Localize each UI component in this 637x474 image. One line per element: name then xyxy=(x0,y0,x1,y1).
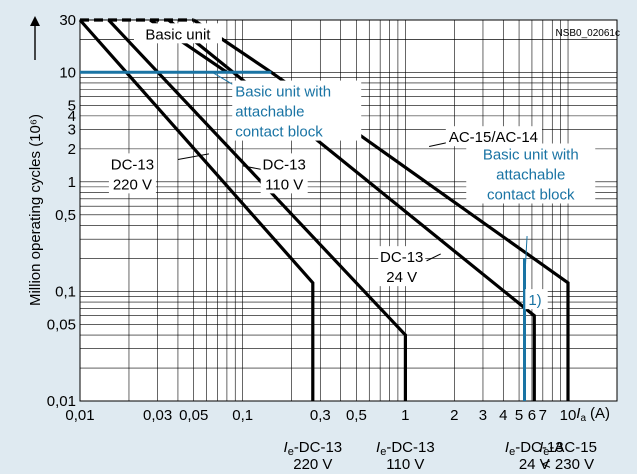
series-line xyxy=(192,18,570,401)
rated-current-label: Ie-DC-13 xyxy=(376,439,435,458)
y-tick-label: 2 xyxy=(68,141,76,158)
x-tick-label: 1 xyxy=(401,407,409,424)
x-tick-label: 0,05 xyxy=(179,407,208,424)
rated-current-voltage: 110 V xyxy=(386,456,424,473)
annotation-bg xyxy=(466,143,596,204)
y-tick-label: 0,01 xyxy=(47,393,76,410)
annotation-bg xyxy=(108,153,156,194)
annotation-bg xyxy=(260,153,308,194)
rated-current-voltage: 24 V xyxy=(519,456,550,473)
annotation-label: contact block xyxy=(487,186,575,203)
y-tick-label: 10 xyxy=(59,64,76,81)
x-tick-label: 0,3 xyxy=(310,407,331,424)
annotation-label: Basic unit with xyxy=(483,146,579,163)
rated-current-label: Ie-DC-13 xyxy=(284,439,343,458)
annotation-bg xyxy=(232,80,362,141)
annotation-label: AC-15/AC-14 xyxy=(449,129,538,146)
annotation-label: DC-13 xyxy=(263,156,306,173)
y-axis-arrow xyxy=(30,16,40,60)
annotation-leader xyxy=(426,253,441,262)
annotation-label: Basic unit with xyxy=(235,84,331,101)
annotations: Basic unit Basic unit with attachable conta… xyxy=(108,23,596,310)
annotation-label: 24 V xyxy=(386,269,417,286)
y-axis-label: Million operating cycles (10⁶) xyxy=(27,114,44,306)
x-tick-label: 0,5 xyxy=(346,407,367,424)
x-tick-label: 6 xyxy=(528,407,536,424)
x-tick-label: 2 xyxy=(450,407,458,424)
x-tick-label: 7 xyxy=(539,407,547,424)
annotation-leader xyxy=(177,153,209,160)
y-tick-label: 5 xyxy=(68,97,76,114)
x-tick-label: 0,1 xyxy=(232,407,253,424)
y-tick-label: 30 xyxy=(59,12,76,29)
y-tick-label: 4 xyxy=(68,108,76,125)
annotation-label: 220 V xyxy=(113,176,152,193)
x-tick-label: 10 xyxy=(560,407,577,424)
x-tick-label: 5 xyxy=(515,407,523,424)
plot-frame xyxy=(79,19,618,402)
x-tick-label: 4 xyxy=(499,407,507,424)
annotation-leader xyxy=(429,141,449,148)
annotation-label: Basic unit xyxy=(145,26,211,43)
annotation-leader xyxy=(523,236,528,283)
x-axis-label: Ia (A) xyxy=(576,405,610,424)
x-tick-label: 3 xyxy=(479,407,487,424)
series-line xyxy=(107,18,407,401)
y-tick-label: 3 xyxy=(68,122,76,139)
annotation-label: DC-13 xyxy=(380,249,423,266)
annotation-label: attachable xyxy=(235,104,304,121)
annotation-label: contact block xyxy=(235,124,323,141)
y-tick-label: 1 xyxy=(68,174,76,191)
annotation-label: attachable xyxy=(496,166,565,183)
rated-current-voltage: 220 V xyxy=(293,456,332,473)
annotation-leader xyxy=(242,165,262,170)
rated-current-label: Ie-DC-13 xyxy=(505,439,564,458)
x-tick-label: 0,03 xyxy=(143,407,172,424)
y-tick-label: 0,05 xyxy=(47,316,76,333)
annotation-bg xyxy=(133,23,222,44)
annotation-bg xyxy=(378,246,426,287)
annotation-bg xyxy=(445,126,543,147)
rated-current-voltage: < 230 V xyxy=(542,456,594,473)
annotation-label: 1) xyxy=(528,292,541,309)
tick-labels: 0,01 0,03 0,05 0,1 0,3 0,5 1 2 3 4 5 6 7 100,010,050,… xyxy=(47,12,597,473)
annotation-bg xyxy=(525,289,548,310)
annotation-label: DC-13 xyxy=(111,156,154,173)
annotation-leader xyxy=(211,71,236,87)
x-tick-label: 0,01 xyxy=(65,407,94,424)
series-line xyxy=(78,18,315,401)
y-tick-label: 0,5 xyxy=(55,207,76,224)
annotation-label: 110 V xyxy=(265,176,303,193)
figure-code: NSB0_02061c xyxy=(556,28,621,39)
rated-current-label: Ie-AC-15 xyxy=(539,439,597,458)
y-tick-label: 0,1 xyxy=(55,283,76,300)
